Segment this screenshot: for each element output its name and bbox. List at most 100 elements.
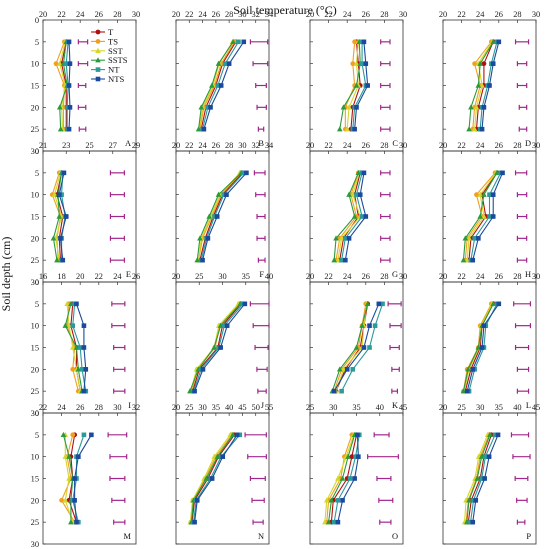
data-point <box>357 192 363 197</box>
y-tick-label: 10 <box>31 60 39 69</box>
data-point <box>214 214 220 219</box>
legend-label: T <box>108 27 114 37</box>
data-point <box>475 344 482 350</box>
x-tick-label: 20 <box>439 403 447 412</box>
x-tick-label: 22 <box>457 272 465 281</box>
x-tick-label: 30 <box>113 403 121 412</box>
legend-swatch-marker <box>95 39 101 44</box>
y-tick-label: 10 <box>31 453 39 462</box>
panel-label: J <box>261 401 265 410</box>
data-point <box>218 83 224 88</box>
data-point <box>200 367 206 372</box>
data-point <box>473 498 479 503</box>
y-tick-label: 20 <box>31 103 39 112</box>
data-point <box>487 192 492 197</box>
data-point <box>70 432 76 438</box>
figure-x-axis-title: Soil temperature (°C) <box>233 3 336 17</box>
panel-g: 20 22 24 26 28 30G <box>306 141 407 283</box>
data-point <box>472 61 478 67</box>
panel-n: 20 25 30 35 40 45 50 55 N <box>172 403 273 545</box>
data-point <box>72 498 77 503</box>
y-tick-label: 30 <box>31 147 39 156</box>
data-point <box>476 236 481 241</box>
data-point <box>343 257 348 263</box>
x-tick-label: 35 <box>495 403 503 412</box>
series-nt <box>339 301 385 394</box>
data-point <box>215 60 222 66</box>
x-tick-label: 26 <box>362 272 370 281</box>
y-tick-label: 15 <box>31 213 39 222</box>
data-point <box>69 344 76 350</box>
data-point <box>70 323 76 328</box>
x-tick-label: 24 <box>476 10 485 19</box>
panel-k: 20 22 24 26 28 30 K <box>306 272 407 414</box>
data-point <box>352 39 358 45</box>
series-nt <box>191 432 243 525</box>
data-point <box>481 213 487 219</box>
data-point <box>490 61 496 66</box>
x-tick-label: 24 <box>476 272 485 281</box>
y-tick-label: 25 <box>31 125 39 134</box>
x-tick-label: 27 <box>109 141 117 150</box>
panel-i: 16 18 20 22 24 26 0 5 10 15 20 25 30 I <box>31 272 141 418</box>
x-tick-label: 22 <box>324 141 332 150</box>
y-tick-label: 15 <box>31 82 39 91</box>
data-point <box>353 82 360 88</box>
x-tick-label: 24 <box>343 141 352 150</box>
data-point <box>58 236 63 241</box>
data-point <box>192 519 197 525</box>
data-point <box>486 454 492 459</box>
x-tick-label: 28 <box>513 10 521 19</box>
x-tick-label: 26 <box>212 10 220 19</box>
data-point <box>343 236 348 241</box>
data-point <box>376 301 382 307</box>
x-tick-label: 34 <box>265 10 274 19</box>
x-tick-label: 24 <box>198 10 207 19</box>
data-point <box>340 366 347 372</box>
data-point <box>361 345 367 350</box>
data-point <box>241 39 247 45</box>
data-point <box>63 214 69 219</box>
data-point <box>481 61 487 67</box>
x-tick-label: 26 <box>495 10 503 19</box>
x-tick-label: 20 <box>306 141 314 150</box>
data-point <box>234 432 240 438</box>
data-point <box>338 235 345 241</box>
data-point <box>54 257 60 263</box>
series-nts <box>331 301 382 394</box>
data-point <box>220 454 226 459</box>
series-nt <box>198 170 247 263</box>
data-point <box>56 213 63 219</box>
data-point <box>475 82 482 88</box>
data-point <box>241 170 247 176</box>
data-point <box>59 192 64 197</box>
x-tick-label: 28 <box>513 272 521 281</box>
x-tick-label: 20 <box>439 141 447 150</box>
y-tick-label: 5 <box>35 169 39 178</box>
data-point <box>464 519 470 525</box>
data-point <box>473 104 480 110</box>
data-point <box>56 192 62 197</box>
y-tick-label: 25 <box>31 518 39 527</box>
x-tick-label: 24 <box>113 272 122 281</box>
x-tick-label: 30 <box>532 272 540 281</box>
data-point <box>466 497 472 503</box>
data-point <box>466 126 472 132</box>
data-point <box>470 257 476 263</box>
x-tick-label: 20 <box>306 10 314 19</box>
x-tick-label: 30 <box>399 141 407 150</box>
data-point <box>335 498 341 503</box>
series-ssts <box>460 300 497 394</box>
x-tick-label: 20 <box>172 10 180 19</box>
data-point <box>359 61 365 66</box>
data-point <box>470 367 476 372</box>
data-point <box>481 191 487 197</box>
data-point <box>70 366 76 372</box>
data-point <box>336 126 343 132</box>
x-tick-label: 22 <box>457 141 465 150</box>
data-point <box>380 301 385 307</box>
legend-item-sst: SST <box>91 46 124 56</box>
data-point <box>328 497 335 503</box>
x-tick-label: 30 <box>329 403 337 412</box>
